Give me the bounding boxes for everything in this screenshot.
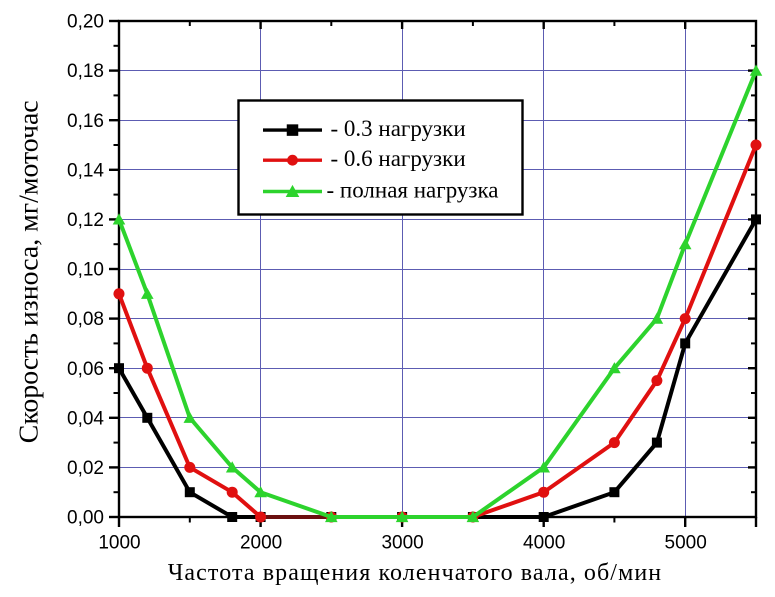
svg-text:0,12: 0,12 xyxy=(67,210,104,231)
svg-text:0,02: 0,02 xyxy=(67,458,104,479)
svg-text:4000: 4000 xyxy=(523,533,565,554)
svg-text:Частота вращения коленчатого в: Частота вращения коленчатого вала, об/ми… xyxy=(168,560,663,586)
svg-text:0,08: 0,08 xyxy=(67,309,104,330)
svg-text:- полная нагрузка: - полная нагрузка xyxy=(327,177,499,202)
svg-text:0,20: 0,20 xyxy=(67,12,104,33)
svg-text:0,06: 0,06 xyxy=(67,359,104,380)
svg-text:- 0.6 нагрузки: - 0.6 нагрузки xyxy=(331,146,466,171)
svg-text:3000: 3000 xyxy=(381,533,423,554)
svg-text:0,18: 0,18 xyxy=(67,61,104,82)
svg-text:- 0.3 нагрузки: - 0.3 нагрузки xyxy=(331,116,466,141)
svg-text:0,16: 0,16 xyxy=(67,111,104,132)
svg-text:5000: 5000 xyxy=(665,533,707,554)
svg-text:Скорость износа, мг/моточас: Скорость износа, мг/моточас xyxy=(14,100,45,443)
svg-text:0,04: 0,04 xyxy=(67,408,104,429)
svg-text:0,14: 0,14 xyxy=(67,160,104,181)
svg-text:1000: 1000 xyxy=(98,533,140,554)
svg-text:2000: 2000 xyxy=(240,533,282,554)
svg-text:0,00: 0,00 xyxy=(67,508,104,529)
svg-text:0,10: 0,10 xyxy=(67,260,104,281)
